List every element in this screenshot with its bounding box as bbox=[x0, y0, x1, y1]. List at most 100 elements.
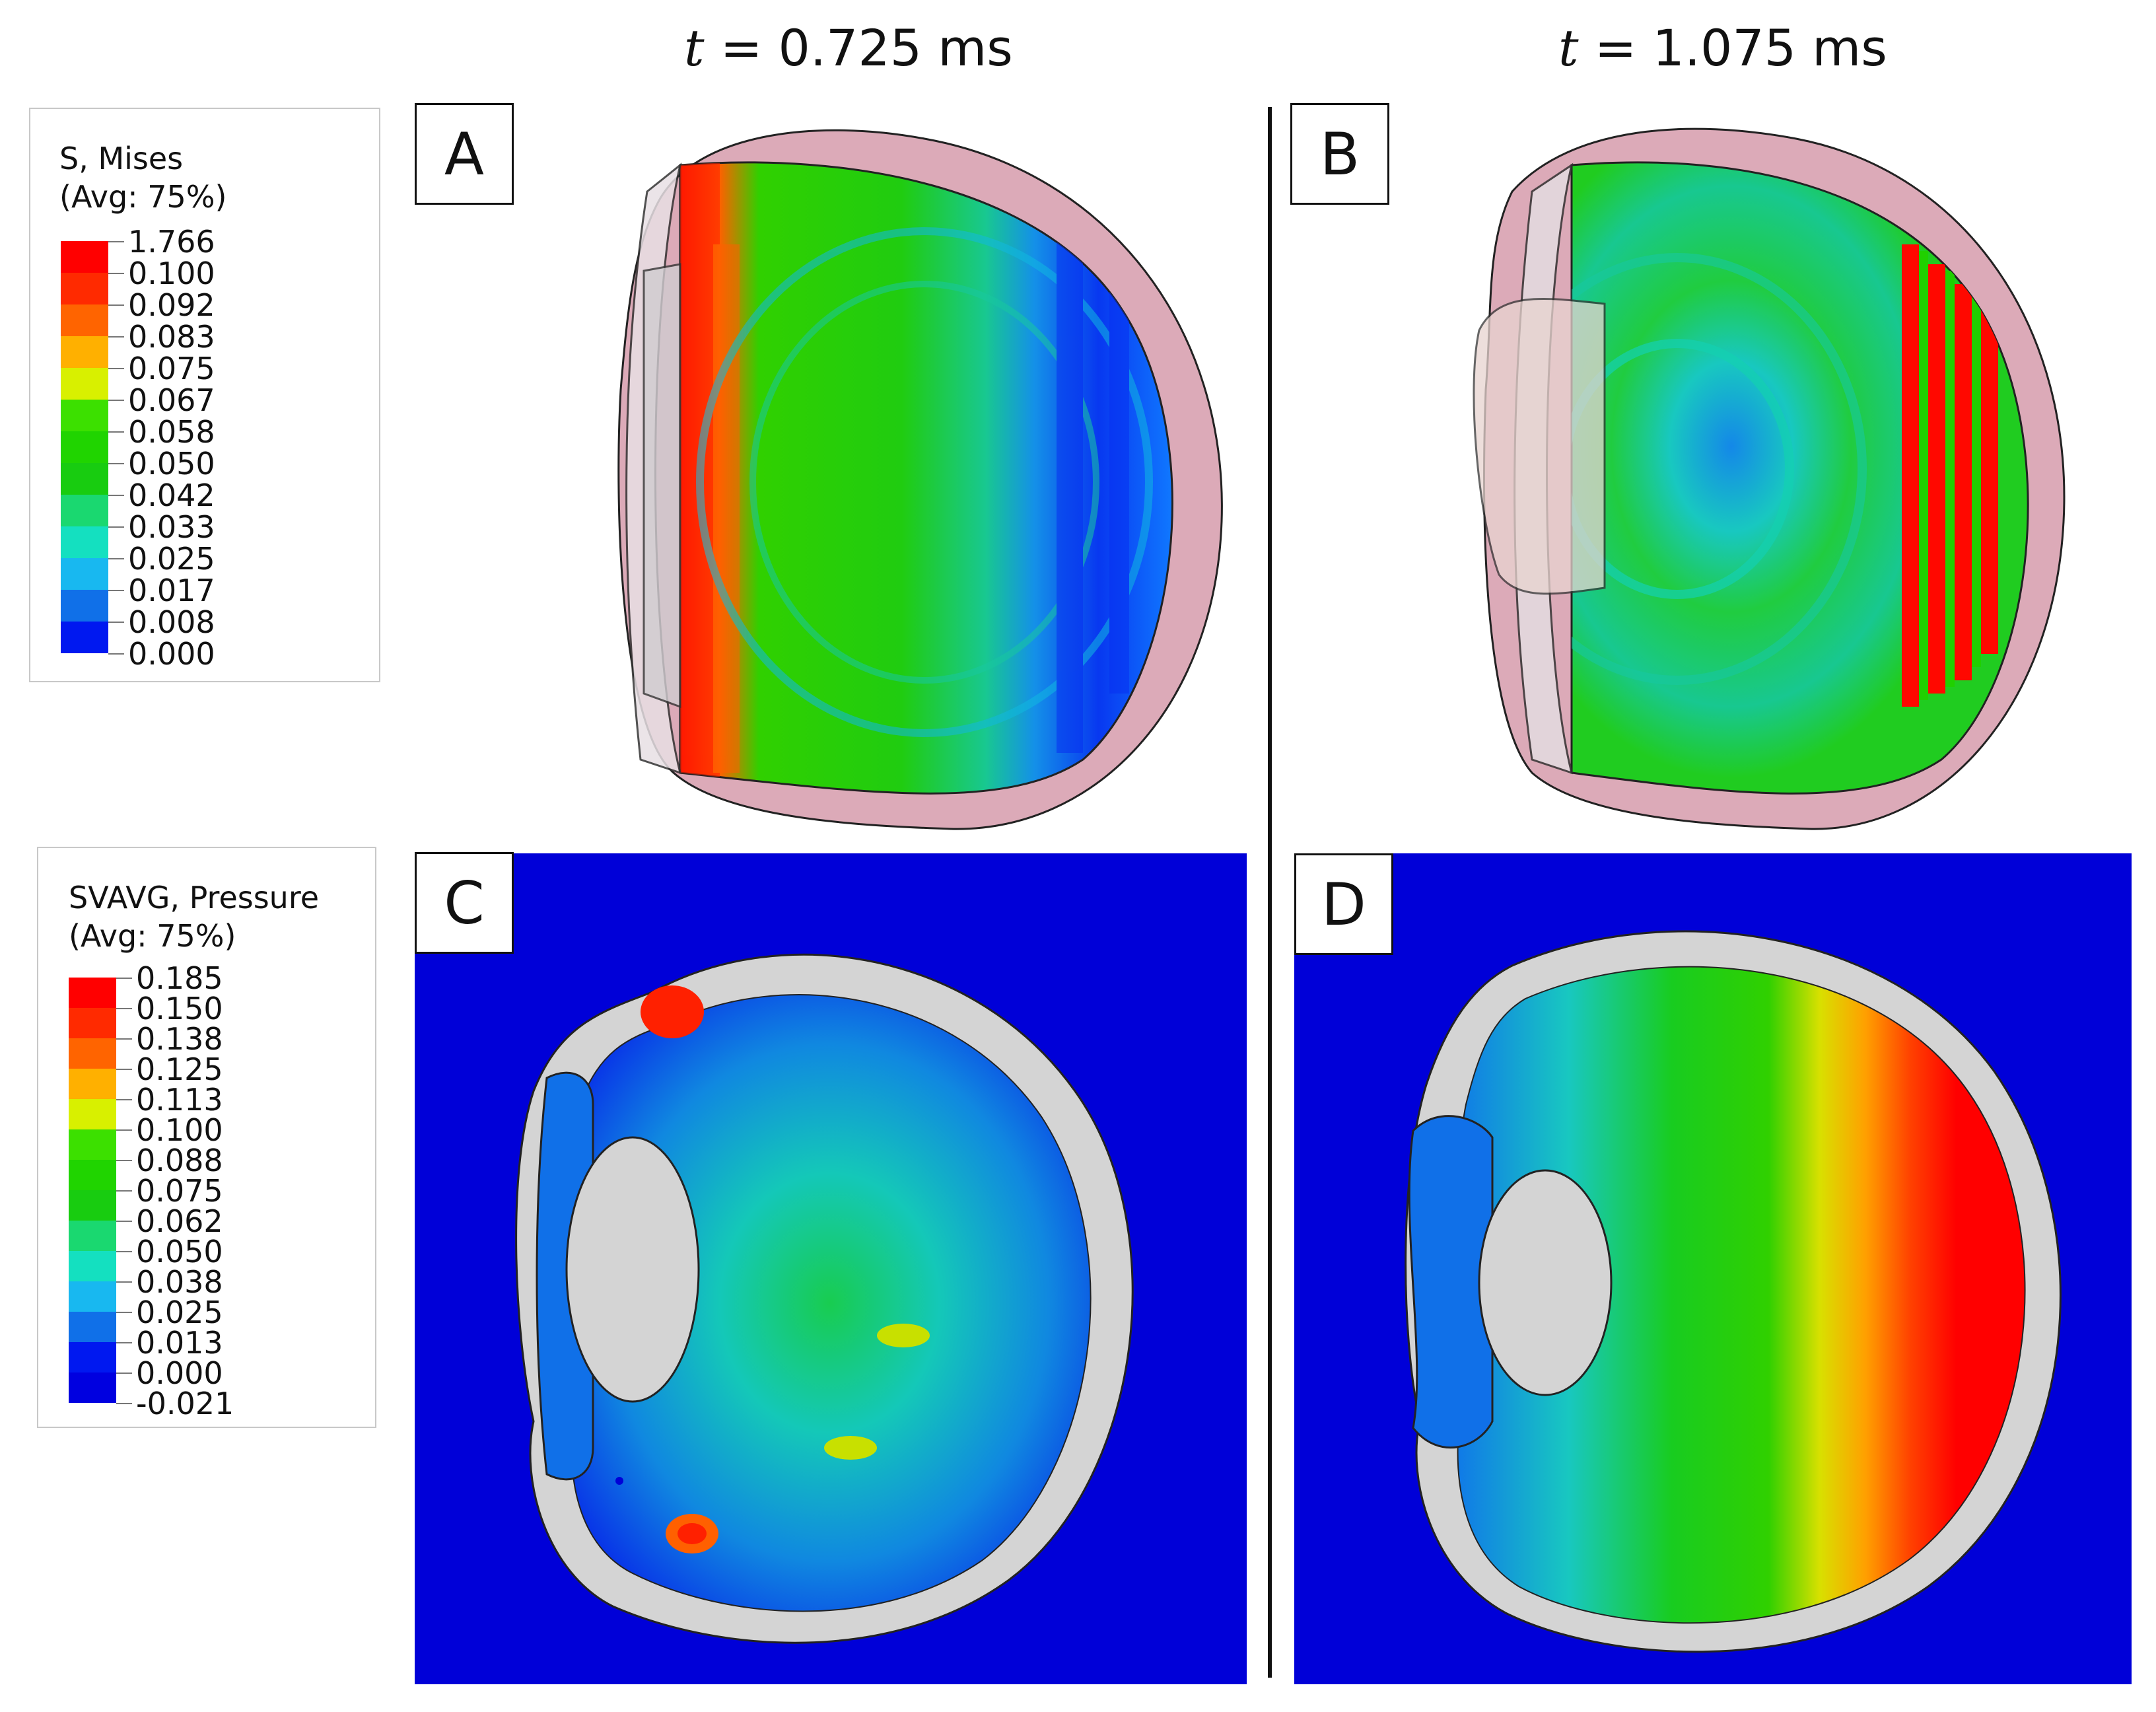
legend-tick-label: 0.013 bbox=[136, 1325, 223, 1361]
legend-tick-label: 1.766 bbox=[128, 224, 215, 260]
legend-tick-label: 0.042 bbox=[128, 478, 215, 513]
panel-b-stress-plot bbox=[1473, 127, 2066, 830]
legend-tick-label: 0.062 bbox=[136, 1203, 223, 1239]
legend-swatch bbox=[69, 1129, 116, 1160]
legend-swatch bbox=[69, 1312, 116, 1342]
lens bbox=[1478, 1169, 1613, 1396]
time-symbol: t bbox=[684, 18, 705, 77]
legend-swatch bbox=[69, 1190, 116, 1221]
legend-tick-label: 0.033 bbox=[128, 509, 215, 545]
legend-tick-label: 0.000 bbox=[128, 636, 215, 672]
legend-tick-label: 0.092 bbox=[128, 287, 215, 323]
legend-tick-mark bbox=[108, 273, 124, 274]
legend-tick-mark bbox=[108, 431, 124, 433]
legend-title-line: S, Mises bbox=[59, 141, 184, 176]
panel-divider bbox=[1268, 107, 1272, 1678]
legend-title-line: (Avg: 75%) bbox=[69, 918, 236, 954]
legend-swatch bbox=[61, 368, 108, 400]
legend-title-line: SVAVG, Pressure bbox=[69, 880, 320, 915]
legend-tick-mark bbox=[116, 1342, 132, 1343]
time-value: = 0.725 ms bbox=[704, 18, 1013, 77]
legend-swatch bbox=[61, 590, 108, 622]
eyelid-outline bbox=[1473, 297, 1606, 595]
legend-tick-label: 0.125 bbox=[136, 1052, 223, 1087]
legend-tick-label: 0.038 bbox=[136, 1264, 223, 1300]
legend-swatch bbox=[61, 273, 108, 304]
legend-tick-mark bbox=[116, 1312, 132, 1313]
legend-swatch bbox=[61, 304, 108, 336]
legend-tick-mark bbox=[116, 1008, 132, 1009]
legend-swatch bbox=[69, 1069, 116, 1099]
legend-tick-mark bbox=[116, 1373, 132, 1374]
legend-tick-mark bbox=[108, 622, 124, 623]
legend-tick-mark bbox=[116, 1129, 132, 1131]
legend-swatch bbox=[61, 526, 108, 558]
legend-tick-mark bbox=[116, 1221, 132, 1222]
legend-tick-label: 0.185 bbox=[136, 960, 223, 996]
legend-tick-mark bbox=[108, 526, 124, 528]
legend-swatch bbox=[69, 1373, 116, 1403]
legend-tick-label: 0.050 bbox=[128, 446, 215, 482]
legend-swatch bbox=[69, 1342, 116, 1373]
legend-tick-label: 0.100 bbox=[128, 256, 215, 291]
time-label-right: t = 1.075 ms bbox=[1558, 18, 1887, 77]
legend-tick-mark bbox=[108, 336, 124, 338]
legend-tick-label: 0.017 bbox=[128, 573, 215, 608]
legend-tick-mark bbox=[116, 1403, 132, 1404]
legend-tick-label: 0.075 bbox=[128, 351, 215, 386]
legend-tick-mark bbox=[116, 1099, 132, 1100]
panel-label-b: B bbox=[1290, 103, 1389, 205]
pressure-color-bar bbox=[69, 978, 116, 1403]
legend-tick-label: 0.025 bbox=[136, 1295, 223, 1330]
legend-tick-mark bbox=[108, 241, 124, 242]
anterior-chamber bbox=[536, 1071, 594, 1481]
pressure-hotspot bbox=[641, 985, 704, 1038]
legend-swatch bbox=[61, 495, 108, 526]
legend-tick-label: 0.113 bbox=[136, 1082, 223, 1118]
stress-legend-title: S, Mises (Avg: 75%) bbox=[59, 139, 226, 216]
legend-tick-mark bbox=[108, 400, 124, 401]
legend-tick-label: 0.050 bbox=[136, 1234, 223, 1269]
legend-swatch bbox=[69, 1099, 116, 1129]
legend-tick-label: 0.100 bbox=[136, 1112, 223, 1148]
legend-tick-label: 0.067 bbox=[128, 382, 215, 418]
legend-swatch bbox=[61, 431, 108, 463]
legend-tick-mark bbox=[108, 495, 124, 496]
stress-color-bar bbox=[61, 241, 108, 653]
legend-swatch bbox=[61, 336, 108, 368]
legend-tick-label: 0.000 bbox=[136, 1355, 223, 1391]
legend-swatch bbox=[69, 1008, 116, 1038]
legend-tick-mark bbox=[108, 558, 124, 559]
legend-tick-label: 0.025 bbox=[128, 541, 215, 577]
legend-swatch bbox=[69, 1251, 116, 1281]
legend-swatch bbox=[69, 1221, 116, 1251]
panel-d-pressure-plot bbox=[1294, 853, 2132, 1684]
legend-tick-mark bbox=[108, 653, 124, 655]
legend-title-line: (Avg: 75%) bbox=[59, 179, 227, 215]
time-value: = 1.075 ms bbox=[1578, 18, 1887, 77]
legend-swatch bbox=[69, 978, 116, 1008]
legend-tick-label: 0.138 bbox=[136, 1021, 223, 1057]
legend-tick-mark bbox=[108, 304, 124, 306]
legend-tick-mark bbox=[116, 1160, 132, 1161]
legend-tick-label: 0.058 bbox=[128, 414, 215, 450]
legend-tick-mark bbox=[116, 978, 132, 979]
legend-swatch bbox=[69, 1038, 116, 1069]
time-label-left: t = 0.725 ms bbox=[684, 18, 1013, 77]
legend-tick-mark bbox=[108, 463, 124, 464]
legend-tick-label: 0.075 bbox=[136, 1173, 223, 1209]
pressure-legend-title: SVAVG, Pressure (Avg: 75%) bbox=[69, 878, 319, 955]
eye-globe bbox=[679, 161, 1173, 795]
legend-tick-label: 0.150 bbox=[136, 991, 223, 1026]
legend-swatch bbox=[61, 400, 108, 431]
legend-tick-mark bbox=[116, 1038, 132, 1040]
stress-legend: S, Mises (Avg: 75%) 1.766 0.100 0.092 0.083… bbox=[29, 108, 380, 682]
panel-a-stress-plot bbox=[617, 129, 1223, 830]
legend-tick-label: 0.008 bbox=[128, 604, 215, 640]
anterior-chamber bbox=[1408, 1115, 1494, 1449]
legend-swatch bbox=[61, 622, 108, 653]
legend-tick-mark bbox=[116, 1190, 132, 1192]
panel-label-c: C bbox=[415, 852, 514, 954]
legend-swatch bbox=[61, 241, 108, 273]
time-symbol: t bbox=[1558, 18, 1579, 77]
